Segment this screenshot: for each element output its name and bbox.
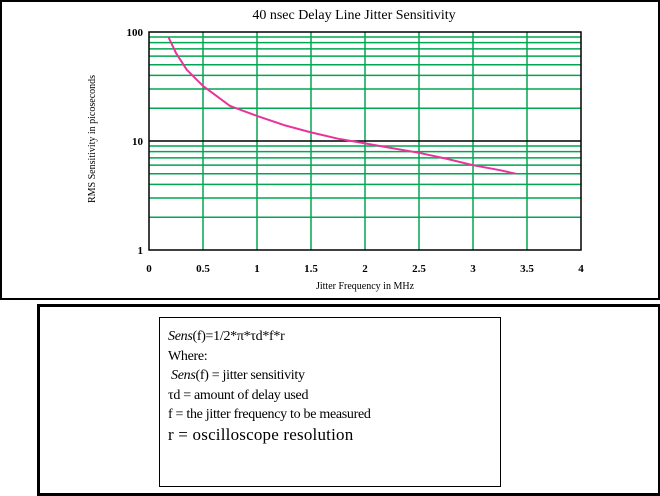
formula-equation-rest: (f)=1/2*π*τd*f*r	[192, 329, 285, 344]
plot-frame	[148, 31, 582, 251]
x-tick-label: 1	[254, 263, 260, 275]
y-tick-labels: 1 10 100	[127, 27, 144, 257]
x-axis-label: Jitter Frequency in MHz	[316, 281, 415, 292]
y-axis-label: RMS Sensitivity in picoseconds	[87, 75, 98, 203]
y-tick-label: 1	[138, 245, 144, 257]
formula-sens-term: Sens	[168, 329, 193, 344]
x-tick-label: 4	[578, 263, 584, 275]
curve-layer	[167, 36, 517, 175]
formula-def-delay: τd = amount of delay used	[168, 387, 309, 403]
x-tick-labels: 0 0.5 1 1.5 2 2.5 3 3.5 4	[146, 263, 584, 275]
plot-area-border	[148, 31, 582, 251]
x-tick-label: 2	[362, 263, 368, 275]
formula-equation: Sens(f)=1/2*π*τd*f*r	[168, 327, 500, 347]
formula-def-sens: Sens(f) = jitter sensitivity	[168, 366, 500, 386]
formula-def-sens-term: Sens	[171, 368, 196, 383]
formula-panel: Sens(f)=1/2*π*τd*f*r Where: Sens(f) = ji…	[37, 304, 660, 496]
formula-where: Where:	[168, 348, 208, 364]
x-tick-label: 1.5	[304, 263, 318, 275]
x-tick-label: 0.5	[196, 263, 210, 275]
formula-box: Sens(f)=1/2*π*τd*f*r Where: Sens(f) = ji…	[159, 317, 501, 487]
formula-def-frequency: f = the jitter frequency to be measured	[168, 407, 371, 422]
chart-title: 40 nsec Delay Line Jitter Sensitivity	[252, 8, 455, 23]
x-tick-label: 3.5	[520, 263, 534, 275]
formula-def-resolution: r = oscilloscope resolution	[168, 424, 354, 444]
series-line	[167, 36, 517, 175]
grid	[149, 32, 581, 250]
x-tick-label: 3	[470, 263, 476, 275]
y-tick-label: 10	[132, 136, 144, 148]
x-tick-label: 2.5	[412, 263, 426, 275]
x-tick-label: 0	[146, 263, 152, 275]
y-tick-label: 100	[127, 27, 144, 39]
formula-def-sens-rest: (f) = jitter sensitivity	[195, 368, 305, 383]
